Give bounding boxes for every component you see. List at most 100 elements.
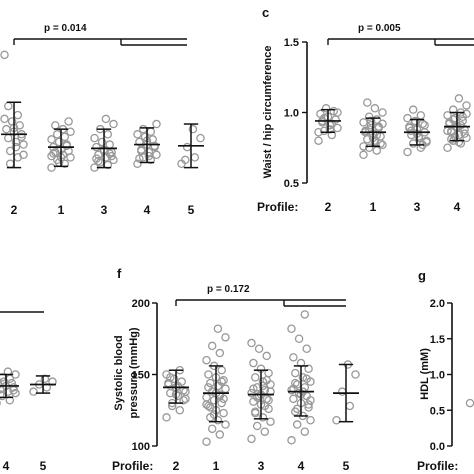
panel-b-category-5: 5 — [188, 203, 195, 217]
panel-f-category-5: 5 — [343, 459, 350, 473]
panel-f-point-4-0 — [287, 436, 296, 445]
panel-b-point-2-12 — [13, 110, 23, 120]
panel-c-category-3: 3 — [414, 200, 421, 214]
panel-b-point-5-5 — [181, 155, 190, 165]
panel-f-xlabel: Profile: — [112, 459, 153, 473]
panel-f-point-4-2 — [292, 420, 302, 429]
panel-f-category-4: 4 — [298, 459, 305, 473]
panel-b-point-1-16 — [51, 121, 60, 130]
panel-f-point-1-6 — [219, 408, 228, 418]
panel-e-category-5: 5 — [40, 459, 47, 473]
panel-f-point-4-12 — [300, 383, 310, 392]
axes-layer — [0, 38, 474, 447]
panel-g-ytick-label-4: 2.0 — [430, 298, 445, 310]
panel-g-ytick-label-3: 1.5 — [430, 334, 445, 346]
panel-b-point-3-10 — [97, 137, 107, 147]
panel-b-point-3-9 — [105, 140, 114, 149]
panel-f-point-4-11 — [287, 385, 296, 395]
panel-c-point-3-12 — [416, 111, 426, 120]
panel-f-ylabel-line1: Systolic blood — [113, 335, 125, 410]
panel-f-point-2-0 — [162, 413, 171, 422]
panel-c-ytick-label-2: 1.5 — [284, 37, 299, 49]
points-layer — [0, 50, 474, 446]
panel-c-point-1-0 — [359, 150, 368, 160]
panel-f-point-4-25 — [306, 395, 315, 405]
panel-f-point-4-1 — [300, 427, 310, 436]
panel-f-ytick-label-0: 100 — [132, 441, 150, 453]
panel-f-point-1-20 — [217, 365, 226, 375]
panel-c-point-3-11 — [403, 113, 412, 123]
panel-c-point-4-26 — [454, 137, 464, 147]
panel-c-point-1-13 — [364, 112, 374, 121]
panel-g-xlabel: Profile: — [417, 459, 458, 473]
panel-f-point-3-16 — [251, 373, 260, 382]
panel-f-point-1-17 — [219, 375, 228, 385]
panel-c-ytick-label-0: 0.5 — [284, 178, 299, 190]
panel-b-point-4-14 — [152, 119, 161, 129]
panel-c-point-2-15 — [325, 125, 335, 134]
panel-f-point-3-1 — [260, 427, 270, 436]
panel-b-point-3-15 — [101, 114, 111, 124]
panel-c-point-1-16 — [363, 98, 372, 107]
panel-f-point-2-5 — [166, 388, 175, 398]
panel-g-ytick-label-2: 1.0 — [430, 370, 445, 382]
panel-c-category-1: 1 — [370, 200, 377, 214]
panel-b-point-5-3 — [196, 133, 205, 143]
panel-f-point-1-14 — [221, 384, 230, 394]
panel-f-point-3-2 — [252, 421, 262, 431]
panel-c-point-1-26 — [370, 136, 380, 145]
panel-f-point-1-16 — [206, 378, 215, 388]
panel-f-point-3-11 — [247, 388, 256, 398]
panel-b-point-4-17 — [150, 141, 159, 151]
panel-f-point-4-3 — [306, 416, 315, 425]
panel-g-ylabel: HDL (mM) — [419, 348, 431, 400]
panel-c-point-4-15 — [454, 94, 464, 103]
panel-e-category-4: 4 — [3, 459, 10, 473]
panel-f-point-1-24 — [207, 341, 217, 351]
panel-f-point-4-21 — [294, 334, 304, 343]
panel-b-point-3-14 — [109, 119, 118, 129]
panel-b-point-2-11 — [0, 114, 9, 124]
panel-b-point-2-3 — [19, 140, 28, 149]
panel-g-ytick-label-1: 0.5 — [430, 405, 445, 417]
panel-b-point-1-19 — [49, 149, 58, 158]
panel-c-point-4-0 — [443, 143, 452, 152]
panel-f-point-1-2 — [207, 424, 217, 434]
panel-b-point-2-15 — [11, 142, 21, 152]
panel-b-pvalue: p = 0.014 — [44, 23, 87, 34]
panel-c-ytick-label-1: 1.0 — [284, 108, 299, 120]
panel-b-point-2-5 — [4, 133, 13, 143]
panel-f-point-3-20 — [262, 351, 271, 361]
panel-f-ytick-label-2: 200 — [132, 298, 150, 310]
panel-f-point-4-27 — [291, 378, 300, 388]
panel-c-point-4-17 — [460, 129, 469, 138]
panel-c-point-1-3 — [378, 140, 387, 150]
panel-letter-c: c — [262, 5, 269, 20]
panel-b-point-3-12 — [103, 130, 113, 139]
panel-b-point-1-20 — [62, 141, 71, 151]
panel-c-point-3-21 — [410, 118, 420, 127]
panel-c-point-2-14 — [333, 108, 342, 117]
panel-f-point-4-28 — [304, 400, 313, 409]
panel-f-point-4-16 — [291, 368, 300, 378]
panel-f-point-3-27 — [251, 407, 260, 416]
panel-f-point-1-11 — [202, 393, 211, 402]
panel-f-point-1-4 — [213, 416, 223, 425]
panel-c-point-2-10 — [321, 104, 331, 113]
panel-f-point-1-8 — [204, 401, 213, 411]
panel-f-point-3-3 — [266, 417, 275, 426]
panel-f-point-4-15 — [298, 373, 308, 382]
panel-f-category-3: 3 — [258, 459, 265, 473]
panel-b-point-2-8 — [2, 124, 11, 134]
panel-b-point-1-0 — [47, 163, 56, 172]
panel-b-point-4-19 — [135, 154, 144, 163]
panel-b-point-2-14 — [19, 150, 28, 160]
panel-b-point-4-15 — [144, 151, 154, 161]
panel-c-point-1-2 — [364, 143, 374, 152]
panel-f-point-4-31 — [302, 374, 311, 384]
panel-f-point-2-1 — [175, 405, 185, 415]
panel-b-point-1-14 — [66, 127, 75, 136]
panel-b-point-3-19 — [92, 154, 101, 163]
panel-b-point-4-3 — [152, 150, 161, 160]
panel-b-point-4-13 — [138, 124, 148, 134]
